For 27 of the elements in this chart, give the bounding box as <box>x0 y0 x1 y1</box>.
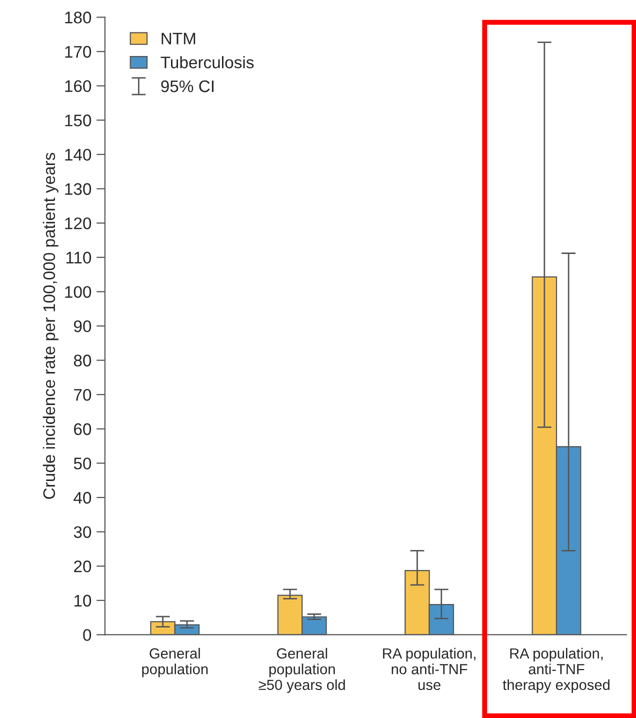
y-tick-label: 0 <box>83 629 92 641</box>
x-tick-label: RA population, no anti-TNF use <box>383 648 476 690</box>
y-tick-label: 130 <box>65 183 92 195</box>
y-tick-label: 40 <box>74 492 92 504</box>
y-tick-label: 80 <box>74 354 92 366</box>
y-tick-label: 60 <box>74 423 92 436</box>
y-tick-label: 160 <box>65 80 92 92</box>
y-tick-label: 70 <box>74 388 92 401</box>
y-tick-label: 50 <box>74 458 92 470</box>
y-tick-label: 180 <box>65 12 92 24</box>
x-tick-label: General population ≥50 years old <box>258 648 345 693</box>
annotation: 95% CI <box>161 80 214 92</box>
y-tick-label: 90 <box>74 320 92 332</box>
x-tick-label: RA population, anti-TNF therapy exposed <box>502 648 610 693</box>
y-tick-label: 30 <box>74 526 92 538</box>
legend-label: Tuberculosis <box>160 56 254 68</box>
y-tick-label: 100 <box>65 286 92 298</box>
legend-label: NTM <box>162 32 196 44</box>
y-tick-label: 10 <box>74 594 92 607</box>
y-tick-label: 20 <box>74 560 92 572</box>
y-axis-title: Crude incidence rate per 100,000 patient years <box>42 152 58 499</box>
y-tick-label: 120 <box>65 217 92 230</box>
x-tick-label: General population <box>142 648 208 678</box>
y-tick-label: 150 <box>65 114 92 126</box>
y-tick-label: 110 <box>66 252 92 264</box>
y-tick-label: 140 <box>65 148 92 161</box>
y-tick-label: 170 <box>65 46 92 58</box>
